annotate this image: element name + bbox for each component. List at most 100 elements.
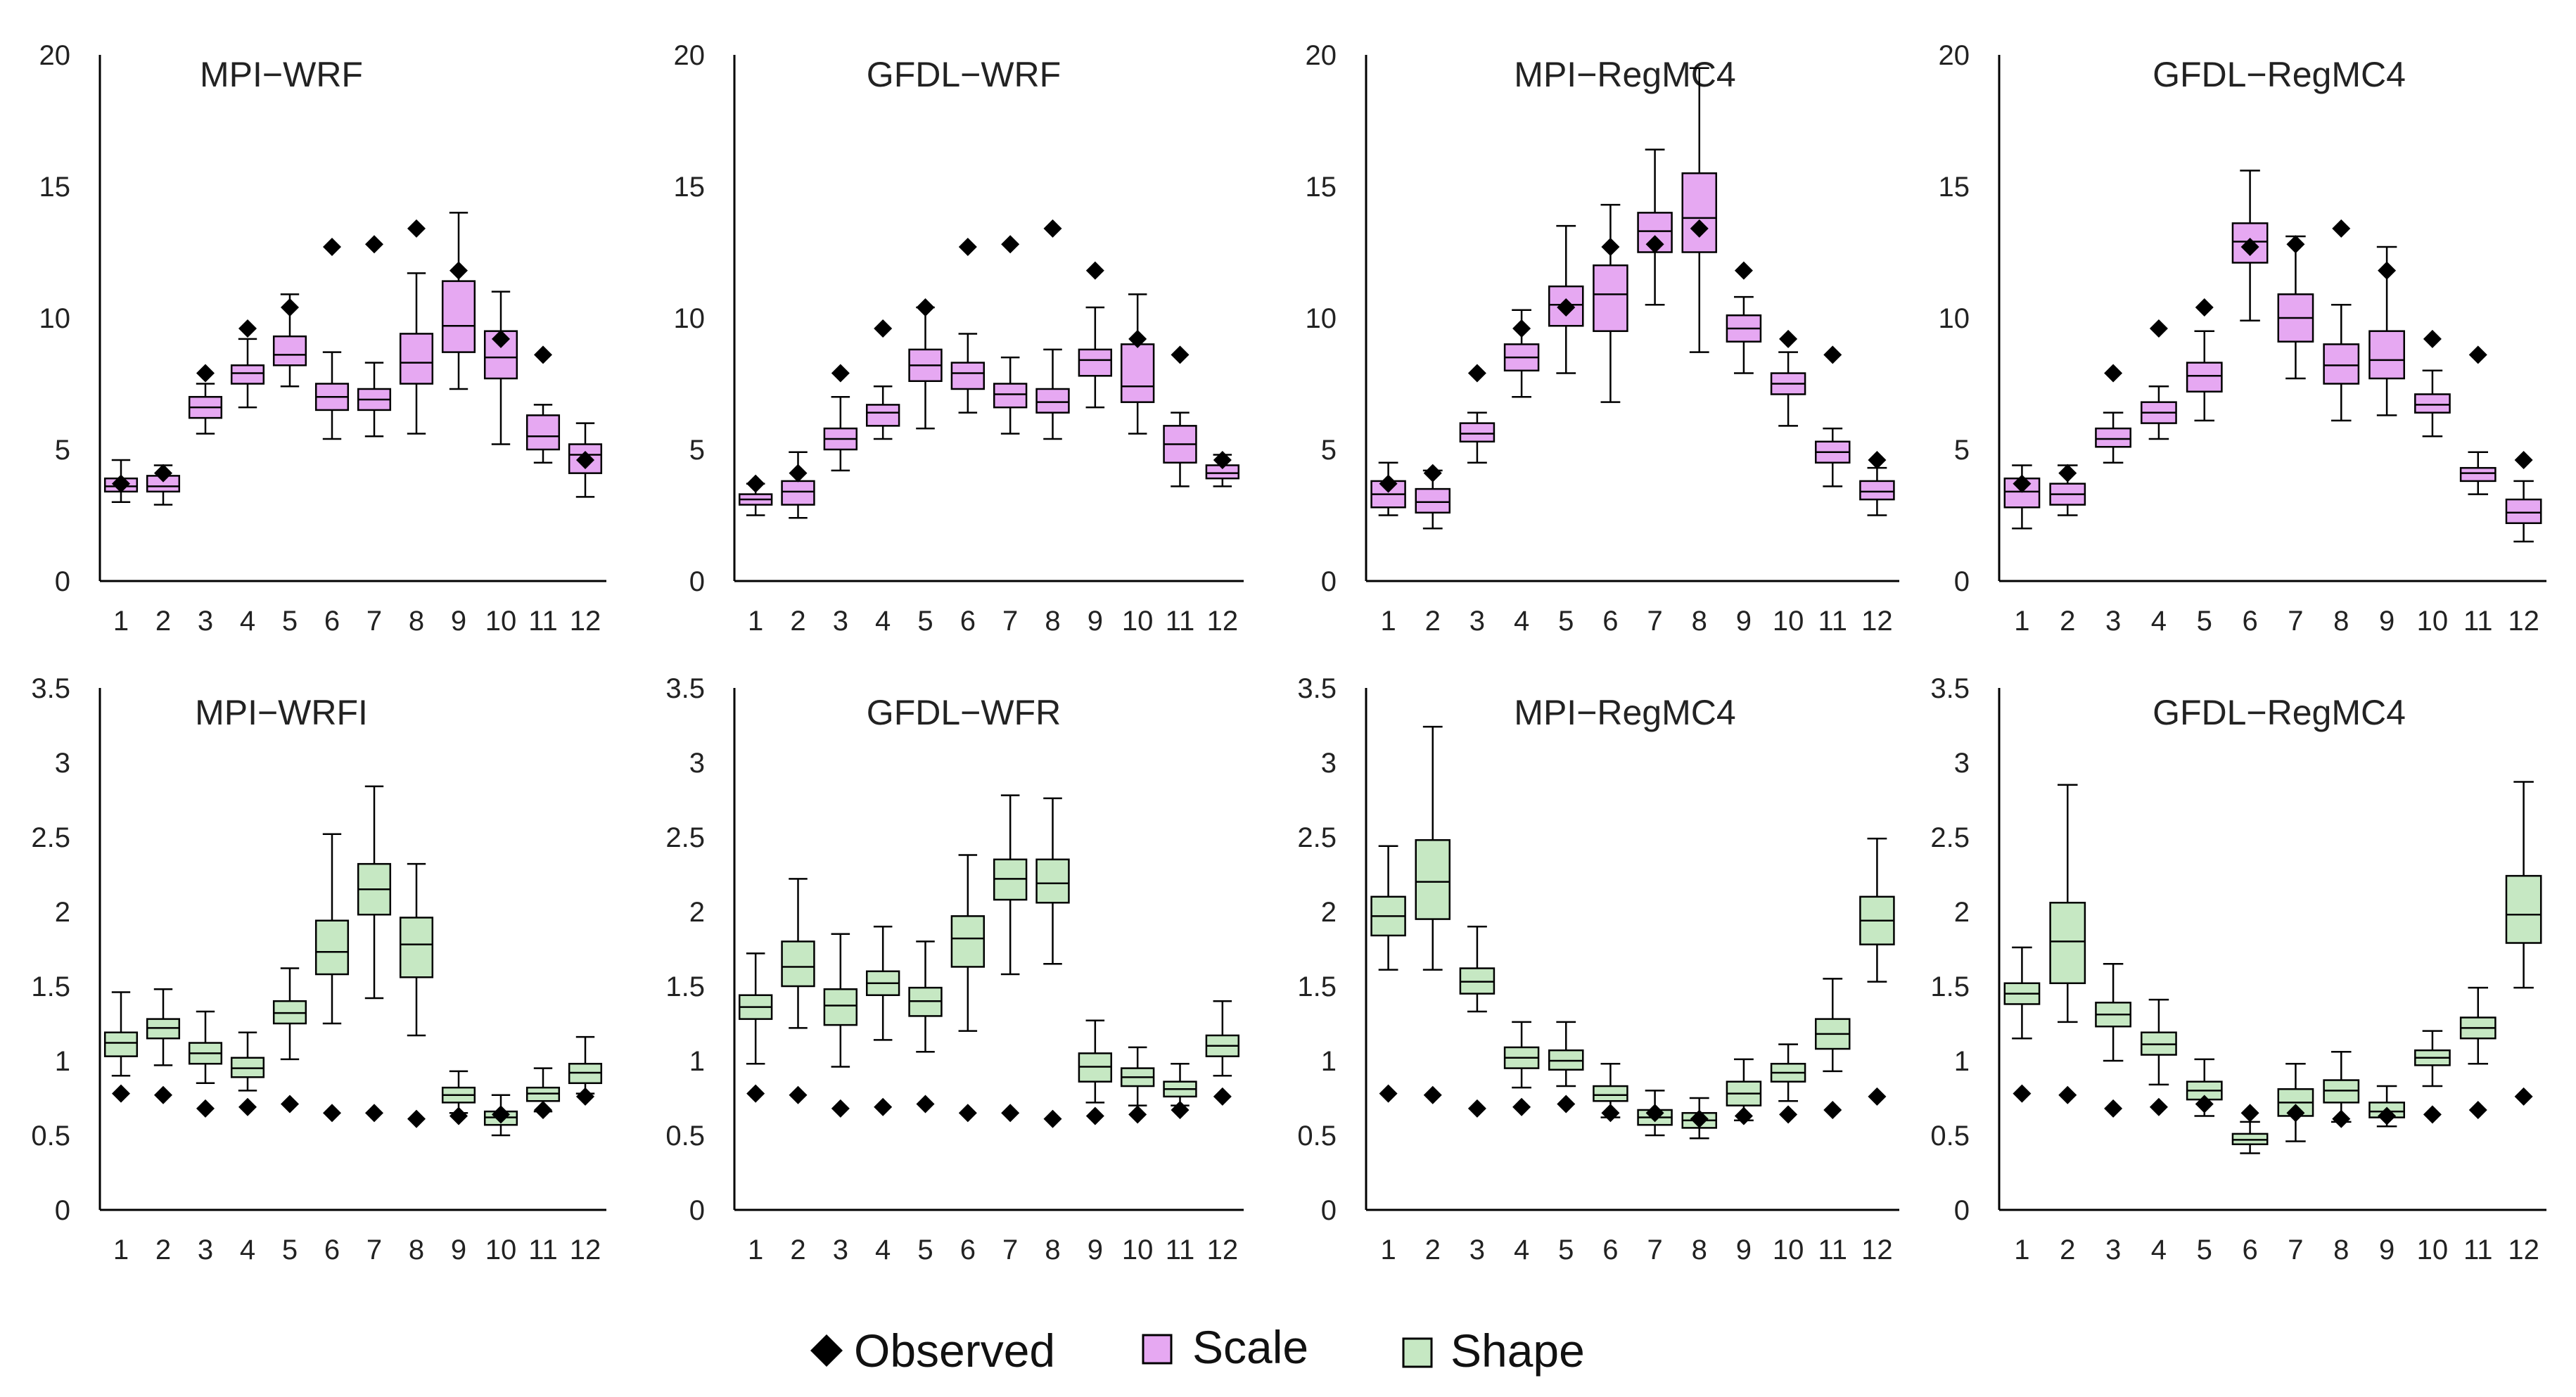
x-tick-label: 10 [1773, 606, 1804, 637]
x-tick-label: 1 [1380, 606, 1396, 637]
observed-point [1690, 219, 1709, 238]
x-tick-label: 8 [409, 1235, 424, 1265]
x-tick-label: 7 [2288, 606, 2303, 637]
x-tick-label: 7 [2288, 1235, 2303, 1265]
observed-point [534, 1100, 552, 1119]
y-tick-label: 3 [1321, 748, 1337, 779]
box-month-8 [399, 272, 434, 435]
x-tick-label: 11 [1166, 606, 1195, 637]
observed-point [1512, 319, 1531, 338]
x-tick-label: 6 [324, 606, 340, 637]
x-tick-label: 4 [2151, 1235, 2167, 1265]
box-month-12 [2505, 781, 2542, 989]
box-iqr [2095, 427, 2131, 448]
legend-observed-label: Observed [854, 1325, 1055, 1377]
box-month-5 [272, 293, 307, 388]
observed-point [492, 329, 510, 348]
x-tick-label: 10 [1122, 606, 1154, 637]
x-tick-label: 1 [113, 1235, 129, 1265]
y-tick-label: 2.5 [1297, 822, 1337, 853]
y-tick-label: 2 [689, 897, 705, 928]
observed-point [1557, 1095, 1576, 1114]
y-tick-label: 20 [1939, 40, 1970, 71]
x-tick-label: 2 [2060, 1235, 2075, 1265]
y-tick-label: 0.5 [665, 1121, 705, 1152]
box-month-6 [950, 333, 986, 414]
x-tick-label: 3 [2105, 1235, 2121, 1265]
y-tick-label: 1 [1321, 1046, 1337, 1077]
y-tick-label: 15 [1939, 172, 1970, 203]
box-month-3 [2095, 962, 2131, 1062]
x-tick-label: 6 [324, 1235, 340, 1265]
observed-point [2514, 450, 2533, 469]
box-iqr [1548, 285, 1584, 327]
x-tick-label: 12 [1861, 1235, 1893, 1265]
observed-point [2195, 1095, 2214, 1114]
x-tick-label: 1 [2014, 1235, 2029, 1265]
box-iqr [2459, 466, 2497, 483]
box-iqr [441, 280, 476, 353]
box-month-6 [1593, 1062, 1628, 1118]
box-month-2 [2049, 464, 2086, 516]
x-tick-label: 5 [2197, 606, 2212, 637]
box-iqr [1035, 388, 1070, 414]
x-tick-label: 2 [155, 606, 171, 637]
panel-title: MPI−RegMC4 [1514, 693, 1735, 732]
box-iqr [399, 917, 434, 978]
observed-point [2332, 219, 2351, 238]
x-tick-label: 1 [2014, 606, 2029, 637]
x-tick-label: 11 [1166, 1235, 1195, 1265]
observed-point [576, 1087, 594, 1106]
x-tick-label: 4 [1514, 606, 1529, 637]
observed-point [154, 1085, 172, 1104]
box-month-8 [399, 862, 434, 1037]
x-tick-label: 2 [790, 1235, 805, 1265]
observed-point [1171, 1100, 1190, 1119]
y-tick-label: 0.5 [1297, 1121, 1337, 1152]
box-month-4 [230, 338, 265, 409]
y-tick-label: 3.5 [1297, 673, 1337, 704]
y-tick-label: 0 [689, 566, 705, 597]
x-tick-label: 2 [790, 606, 805, 637]
box-month-3 [188, 383, 223, 435]
box-month-6 [2231, 1121, 2269, 1154]
y-tick-label: 1 [689, 1046, 705, 1077]
x-tick-label: 8 [1692, 606, 1707, 637]
box-month-12 [2505, 480, 2542, 543]
x-tick-label: 9 [2379, 606, 2395, 637]
box-month-5 [908, 306, 943, 430]
observed-point [1128, 1105, 1147, 1124]
box-month-10 [1120, 293, 1155, 435]
x-tick-label: 3 [833, 606, 848, 637]
observed-point [407, 219, 426, 238]
y-tick-label: 0.5 [1930, 1121, 1970, 1152]
x-tick-label: 10 [485, 606, 517, 637]
observed-point [112, 474, 130, 493]
y-tick-label: 1.5 [1930, 971, 1970, 1002]
y-tick-label: 10 [1306, 303, 1337, 334]
observed-point [2468, 345, 2487, 364]
observed-point [1467, 364, 1486, 383]
observed-point [1645, 1104, 1664, 1123]
box-month-7 [993, 356, 1028, 435]
box-month-11 [1814, 978, 1851, 1073]
box-iqr [993, 383, 1028, 409]
observed-point [1868, 450, 1887, 469]
observed-point [1601, 238, 1620, 257]
observed-point [2286, 235, 2305, 254]
x-tick-label: 6 [960, 606, 976, 637]
box-month-11 [1163, 1062, 1197, 1106]
observed-point [449, 261, 468, 280]
box-month-2 [2049, 784, 2086, 1023]
x-tick-label: 12 [570, 1235, 601, 1265]
box-month-11 [1814, 427, 1851, 487]
x-tick-label: 2 [155, 1235, 171, 1265]
observed-point [365, 235, 383, 254]
box-month-9 [1726, 295, 1762, 374]
box-month-3 [823, 933, 858, 1068]
box-month-1 [738, 952, 773, 1065]
x-tick-label: 12 [570, 606, 601, 637]
observed-point [2058, 1085, 2077, 1104]
box-iqr [865, 404, 900, 427]
observed-point [1171, 345, 1190, 364]
